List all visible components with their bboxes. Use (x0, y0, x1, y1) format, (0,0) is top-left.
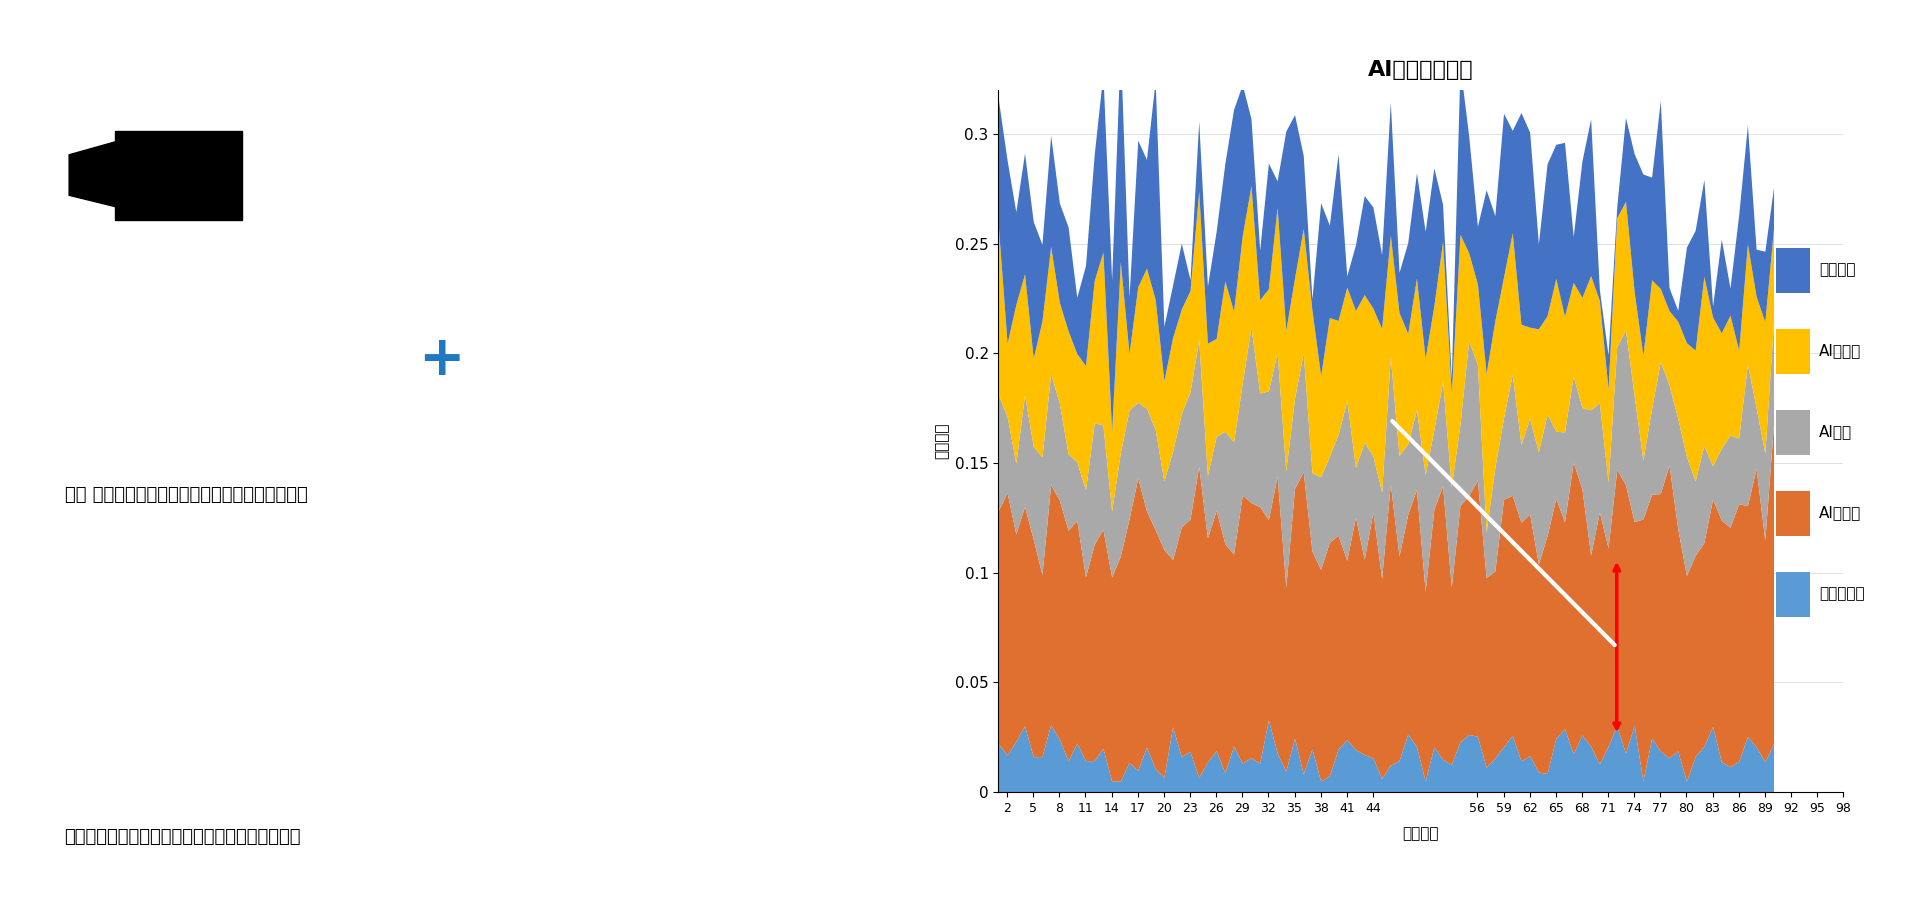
Text: 当社 動的解析ツール「システムマクロトレース」: 当社 動的解析ツール「システムマクロトレース」 (65, 486, 307, 504)
Text: +: + (419, 333, 465, 387)
Text: 画像転送: 画像転送 (1818, 263, 1855, 277)
Y-axis label: 実行時間: 実行時間 (935, 423, 948, 459)
Text: カメラ処理: カメラ処理 (1818, 587, 1864, 601)
Text: プログラムの動作を記録しシステム挙動を可視化: プログラムの動作を記録しシステム挙動を可視化 (65, 828, 301, 846)
Polygon shape (69, 142, 115, 207)
Bar (1776, 328, 1809, 374)
Text: ボトルネック処理を抽出: ボトルネック処理を抽出 (1194, 836, 1340, 856)
Title: AI処理時間分布: AI処理時間分布 (1367, 60, 1475, 80)
Text: AI処理: AI処理 (1818, 425, 1853, 439)
Text: AI前処理: AI前処理 (1818, 506, 1860, 520)
Bar (1776, 410, 1809, 454)
X-axis label: 実行回数: 実行回数 (1402, 826, 1440, 841)
FancyBboxPatch shape (115, 130, 242, 220)
Bar (1776, 248, 1809, 292)
Bar (1776, 491, 1809, 536)
Bar (1776, 572, 1809, 616)
Text: AI後処理: AI後処理 (1818, 344, 1860, 358)
